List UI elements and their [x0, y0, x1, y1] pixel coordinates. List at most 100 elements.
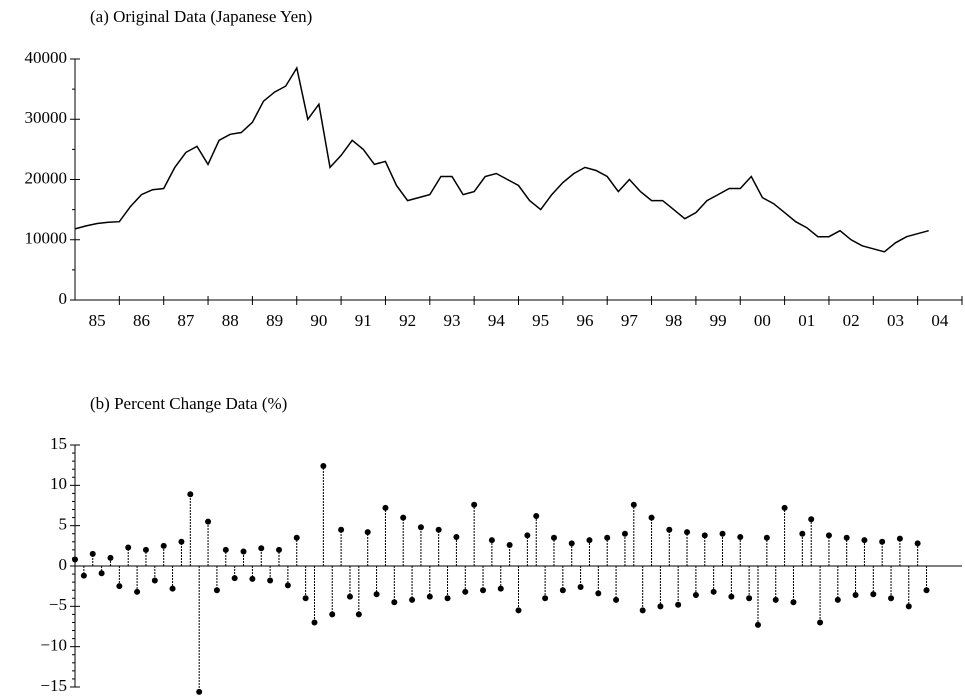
x-tick-label: 85 [89, 311, 106, 330]
stem-dot [267, 577, 274, 584]
x-tick-label: 91 [355, 311, 372, 330]
panel-a-title: (a) Original Data (Japanese Yen) [90, 7, 312, 26]
stem-dot [187, 491, 194, 498]
stem-dot [586, 537, 593, 544]
y-tick-label: −5 [49, 595, 67, 614]
y-tick-label: 40000 [25, 48, 68, 67]
stem-dot [373, 591, 380, 598]
stem-dot [142, 546, 149, 553]
price-line [74, 66, 929, 253]
stem-dot [613, 596, 620, 603]
stem-dot [488, 537, 495, 544]
stem-dot [763, 534, 770, 541]
stem-dot [675, 601, 682, 608]
stem-dot [205, 518, 212, 525]
x-tick-label: 92 [399, 311, 416, 330]
stem-dot [684, 529, 691, 536]
y-tick-label: −10 [40, 636, 67, 655]
stem-dot [302, 595, 309, 602]
x-tick-label: 87 [177, 311, 195, 330]
stem-dot [311, 619, 318, 626]
stem-dot [657, 603, 664, 610]
y-tick-label: 0 [59, 289, 68, 308]
x-tick-label: 03 [887, 311, 904, 330]
stem-dot [293, 534, 300, 541]
stem-dot [843, 534, 850, 541]
stem-dot [480, 587, 487, 594]
x-tick-label: 98 [665, 311, 682, 330]
stem-dot [435, 526, 442, 533]
stem-dot [630, 501, 637, 508]
stem-dot [879, 538, 886, 545]
y-tick-label: 30000 [25, 108, 68, 127]
stem-dot [595, 590, 602, 597]
stem-dot [462, 588, 469, 595]
stem-dot [914, 540, 921, 547]
stem-dot [905, 603, 912, 610]
stem-dot [639, 607, 646, 614]
x-tick-label: 02 [843, 311, 860, 330]
stem-dot [382, 504, 389, 511]
stem-dot [506, 542, 513, 549]
stem-dot [861, 537, 868, 544]
stem-dot [888, 595, 895, 602]
y-tick-label: 10000 [25, 229, 68, 248]
stem-dot [364, 529, 371, 536]
stem-dot [772, 596, 779, 603]
stem-dot [151, 577, 158, 584]
stem-dot [329, 611, 336, 618]
stem-dot [409, 596, 416, 603]
stem-dot [896, 535, 903, 542]
stem-dot [338, 526, 345, 533]
stem-dot [550, 534, 557, 541]
stem-dot [533, 512, 540, 519]
stem-dot [515, 607, 522, 614]
stem-dot [852, 592, 859, 599]
stem-dot [89, 550, 96, 557]
x-tick-label: 00 [754, 311, 771, 330]
y-tick-label: 10 [50, 474, 67, 493]
x-tick-label: 96 [577, 311, 594, 330]
y-tick-label: 0 [59, 555, 68, 574]
stem-dot [417, 524, 424, 531]
stem-dot [621, 530, 628, 537]
stem-dot [834, 596, 841, 603]
stem-dot [107, 554, 114, 561]
stem-dot [808, 516, 815, 523]
x-tick-label: 93 [443, 311, 460, 330]
stem-dot [790, 599, 797, 606]
stem-dot [276, 546, 283, 553]
stem-dot [258, 545, 265, 552]
x-tick-label: 94 [488, 311, 506, 330]
stem-dot [213, 587, 220, 594]
stem-dot [923, 587, 930, 594]
stem-dot [231, 575, 238, 582]
stem-dot [542, 595, 549, 602]
stem-dot [72, 556, 78, 563]
y-tick-label: 15 [50, 434, 67, 453]
stem-dot [692, 592, 699, 599]
stem-dot [196, 688, 203, 695]
stem-dot [568, 540, 575, 547]
x-tick-label: 01 [798, 311, 815, 330]
stem-dot [825, 532, 832, 539]
stem-dot [870, 591, 877, 598]
stem-dot [125, 544, 132, 551]
stem-dot [710, 588, 717, 595]
stem-dot [453, 533, 460, 540]
x-tick-label: 95 [532, 311, 549, 330]
stem-dot [648, 514, 655, 521]
stem-dot [98, 570, 105, 577]
stem-dot [754, 621, 761, 628]
x-tick-label: 86 [133, 311, 150, 330]
stem-dot [284, 582, 291, 589]
x-tick-label: 04 [931, 311, 949, 330]
stem-dot [737, 533, 744, 540]
stem-dot [240, 548, 247, 555]
stem-dot [701, 532, 708, 539]
stem-dot [817, 619, 824, 626]
y-tick-label: 20000 [25, 168, 68, 187]
stem-dot [471, 501, 478, 508]
x-tick-label: 89 [266, 311, 283, 330]
